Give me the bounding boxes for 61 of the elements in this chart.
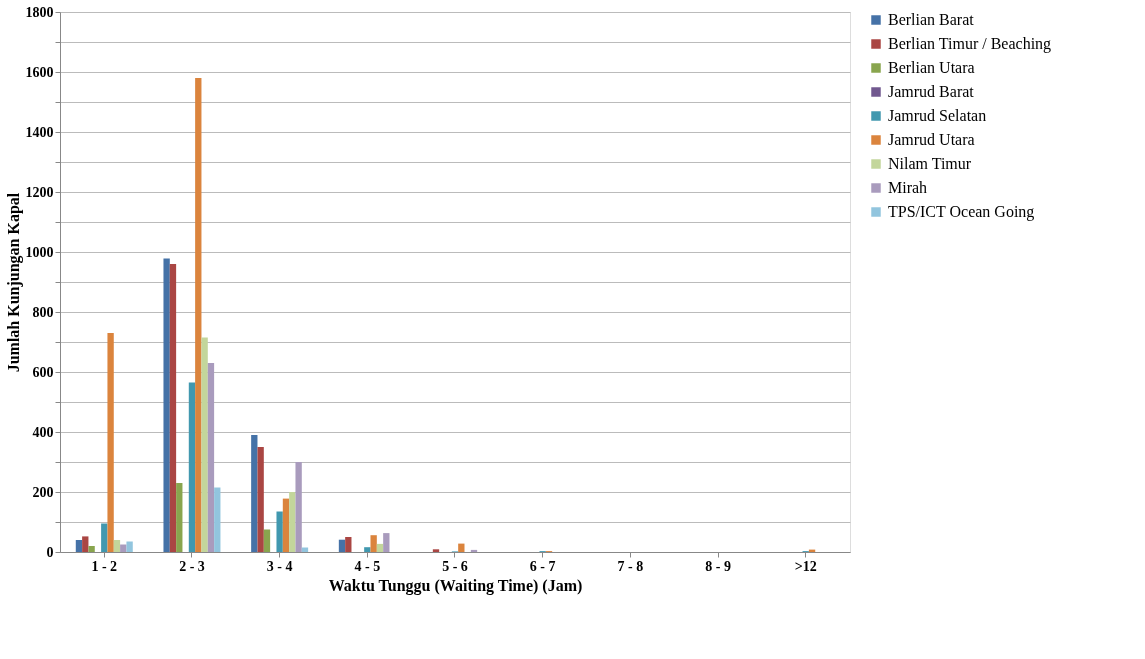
x-tick-label: 8 - 9 (705, 558, 731, 574)
x-tick-label: >12 (794, 558, 817, 574)
bar (263, 529, 271, 552)
bar (282, 498, 290, 552)
bar (201, 337, 208, 552)
legend-label: Jamrud Selatan (888, 107, 987, 124)
y-tick-label: 1000 (25, 244, 54, 260)
y-tick-label: 0 (46, 544, 54, 560)
y-tick-label: 200 (32, 484, 54, 500)
x-tick-label: 1 - 2 (91, 558, 118, 574)
x-axis-title: Waktu Tunggu (Waiting Time) (Jam) (328, 576, 583, 595)
bar (364, 547, 371, 552)
bar (370, 535, 377, 552)
y-tick-label: 1600 (25, 64, 54, 80)
legend-label: Berlian Barat (888, 11, 975, 28)
legend-label: Jamrud Utara (888, 131, 975, 148)
y-tick-label: 800 (32, 304, 54, 320)
y-axis-title: Jumlah Kunjungan Kapal (4, 192, 23, 373)
bar (126, 541, 133, 552)
bar (188, 382, 196, 552)
bar (251, 435, 258, 552)
bar (289, 492, 296, 552)
x-tick-label: 5 - 6 (442, 558, 468, 574)
x-tick-label: 3 - 4 (266, 558, 293, 574)
y-tick-label: 400 (32, 424, 54, 440)
x-tick-label: 7 - 8 (617, 558, 644, 574)
bar (113, 540, 121, 552)
bar (458, 543, 465, 552)
legend-label: Berlian Timur / Beaching (888, 35, 1052, 53)
x-tick-label: 6 - 7 (529, 558, 556, 574)
bar (276, 511, 283, 552)
bar (107, 333, 114, 552)
y-tick-label: 1200 (25, 184, 54, 200)
bar (101, 523, 108, 552)
bar (295, 462, 302, 552)
bar (195, 78, 202, 552)
legend-label: Mirah (888, 179, 928, 196)
bar (169, 264, 177, 552)
bar (432, 549, 440, 552)
x-tick-label: 2 - 3 (179, 558, 205, 574)
bar (345, 537, 352, 552)
legend-label: Berlian Utara (888, 59, 975, 76)
legend-label: Nilam Timur (888, 155, 972, 172)
bar (257, 447, 264, 552)
bar (376, 543, 384, 552)
bar (176, 483, 183, 552)
bar (88, 546, 95, 552)
bar (338, 539, 346, 552)
y-tick-label: 600 (32, 364, 54, 380)
bar (75, 540, 83, 552)
bar (214, 487, 221, 552)
y-tick-label: 1400 (25, 124, 54, 140)
bar (82, 536, 89, 552)
legend-label: Jamrud Barat (888, 83, 975, 100)
bar (470, 549, 478, 552)
y-tick-label: 1800 (25, 4, 54, 20)
bar (207, 363, 215, 552)
x-tick-label: 4 - 5 (354, 558, 381, 574)
bar (383, 533, 390, 552)
bar (163, 258, 170, 552)
legend-label: TPS/ICT Ocean Going (888, 203, 1035, 221)
